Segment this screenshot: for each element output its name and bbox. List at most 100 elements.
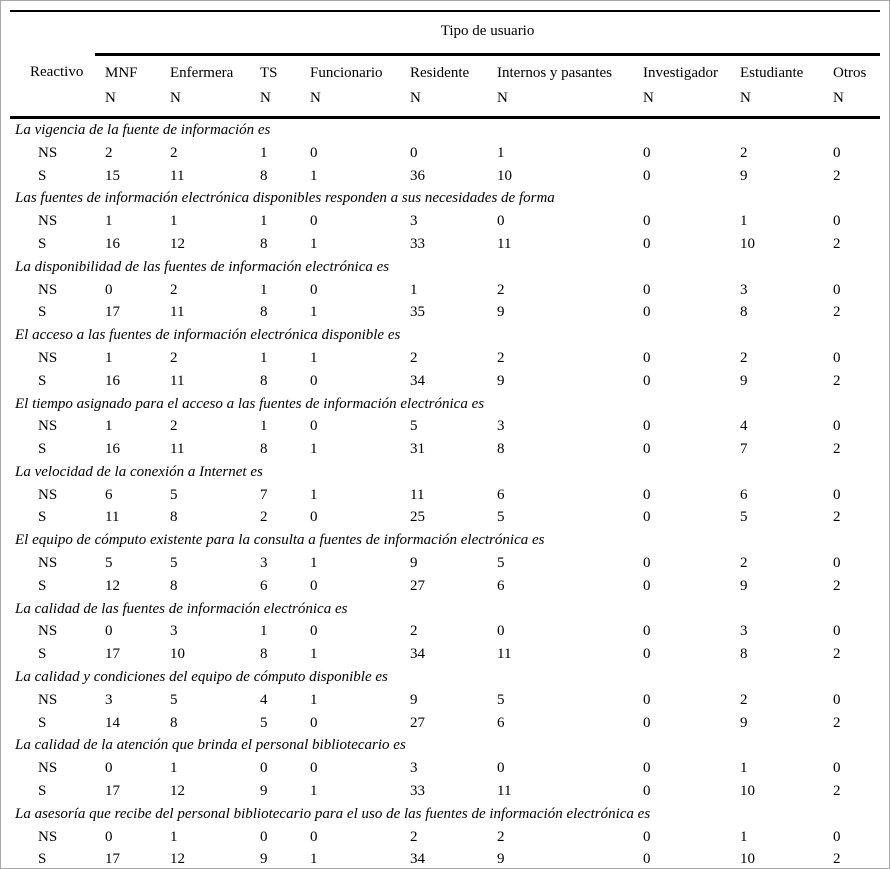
cell-value: 0 <box>643 418 651 435</box>
item-heading: La vigencia de la fuente de información … <box>15 122 271 138</box>
cell-value: 12 <box>170 235 185 252</box>
cell-value: 0 <box>643 509 651 526</box>
cell-value: 34 <box>410 372 425 389</box>
cell-value: 0 <box>310 213 318 230</box>
item-heading-row: La calidad y condiciones del equipo de c… <box>10 666 880 689</box>
cell-value: 0 <box>643 851 651 868</box>
cell-value: 3 <box>740 281 748 298</box>
cell-value: 0 <box>643 441 651 458</box>
column-header: TS <box>260 64 278 81</box>
column-header: Internos y pasantes <box>497 64 612 81</box>
row-label: NS <box>38 418 58 435</box>
cell-value: 8 <box>260 646 268 663</box>
cell-value: 8 <box>740 646 748 663</box>
cell-value: 2 <box>410 828 418 845</box>
row-label: S <box>38 441 47 458</box>
cell-value: 11 <box>105 509 120 526</box>
cell-value: 1 <box>260 623 268 640</box>
item-heading-row: El tiempo asignado para el acceso a las … <box>10 393 880 416</box>
cell-value: 2 <box>833 304 841 321</box>
n-subheader: N <box>95 90 160 119</box>
cell-value: 8 <box>170 714 178 731</box>
cell-value: 0 <box>643 349 651 366</box>
cell-value: 2 <box>497 828 505 845</box>
cell-value: 0 <box>833 418 841 435</box>
cell-value: 0 <box>310 144 318 161</box>
cell-value: 0 <box>643 235 651 252</box>
cell-value: 2 <box>740 555 748 572</box>
data-row: NS 0 1 0 0 3 0 0 1 0 <box>10 757 880 780</box>
cell-value: 6 <box>740 486 748 503</box>
cell-value: 0 <box>410 144 418 161</box>
cell-value: 31 <box>410 441 425 458</box>
cell-value: 0 <box>643 167 651 184</box>
cell-value: 36 <box>410 167 425 184</box>
row-label: S <box>38 167 47 184</box>
cell-value: 5 <box>410 418 418 435</box>
data-row: S 14 8 5 0 27 6 0 9 2 <box>10 712 880 735</box>
header-corner-cell <box>10 11 95 55</box>
data-row: S 12 8 6 0 27 6 0 9 2 <box>10 575 880 598</box>
data-row: NS 1 2 1 0 5 3 0 4 0 <box>10 416 880 439</box>
row-label: NS <box>38 828 58 845</box>
cell-value: 0 <box>105 760 113 777</box>
cell-value: 9 <box>497 304 505 321</box>
cell-value: 1 <box>310 486 318 503</box>
item-heading-row: La vigencia de la fuente de información … <box>10 118 880 143</box>
cell-value: 0 <box>105 828 113 845</box>
column-header: Funcionario <box>310 64 383 81</box>
cell-value: 0 <box>643 782 651 799</box>
cell-value: 1 <box>260 418 268 435</box>
cell-value: 2 <box>105 144 113 161</box>
item-heading-row: El equipo de cómputo existente para la c… <box>10 529 880 552</box>
cell-value: 16 <box>105 441 120 458</box>
data-row: NS 2 2 1 0 0 1 0 2 0 <box>10 142 880 165</box>
cell-value: 5 <box>170 555 178 572</box>
cell-value: 16 <box>105 372 120 389</box>
cell-value: 0 <box>310 714 318 731</box>
cell-value: 2 <box>833 372 841 389</box>
cell-value: 7 <box>260 486 268 503</box>
cell-value: 2 <box>833 235 841 252</box>
cell-value: 9 <box>497 851 505 868</box>
cell-value: 10 <box>170 646 185 663</box>
user-type-table: Tipo de usuario Reactivo MNF Enfermera TS F… <box>10 10 881 868</box>
cell-value: 0 <box>833 486 841 503</box>
cell-value: 1 <box>740 213 748 230</box>
item-heading: El equipo de cómputo existente para la c… <box>15 532 545 549</box>
cell-value: 3 <box>410 760 418 777</box>
cell-value: 0 <box>643 760 651 777</box>
item-heading: El tiempo asignado para el acceso a las … <box>15 395 485 412</box>
column-header: Otros <box>833 64 867 81</box>
row-label: NS <box>38 349 58 366</box>
n-subheader: N <box>160 90 250 119</box>
cell-value: 1 <box>260 281 268 298</box>
cell-value: 0 <box>105 281 113 298</box>
cell-value: 9 <box>497 372 505 389</box>
cell-value: 0 <box>833 555 841 572</box>
n-subheader: N <box>400 90 487 119</box>
cell-value: 2 <box>833 441 841 458</box>
data-row: NS 0 3 1 0 2 0 0 3 0 <box>10 621 880 644</box>
cell-value: 0 <box>643 281 651 298</box>
cell-value: 2 <box>833 782 841 799</box>
item-heading-row: La velocidad de la conexión a Internet e… <box>10 461 880 484</box>
cell-value: 2 <box>740 144 748 161</box>
cell-value: 0 <box>643 828 651 845</box>
row-label: S <box>38 509 47 526</box>
cell-value: 0 <box>643 144 651 161</box>
subheader-empty-cell <box>10 90 95 119</box>
cell-value: 9 <box>740 714 748 731</box>
item-heading: Las fuentes de información electrónica d… <box>15 190 555 207</box>
cell-value: 5 <box>170 691 178 708</box>
cell-value: 3 <box>105 691 113 708</box>
cell-value: 1 <box>170 828 178 845</box>
item-heading-row: La disponibilidad de las fuentes de info… <box>10 256 880 279</box>
n-subheader: N <box>823 90 881 119</box>
cell-value: 1 <box>310 691 318 708</box>
cell-value: 0 <box>310 577 318 594</box>
data-row: NS 0 2 1 0 1 2 0 3 0 <box>10 279 880 302</box>
cell-value: 25 <box>410 509 425 526</box>
